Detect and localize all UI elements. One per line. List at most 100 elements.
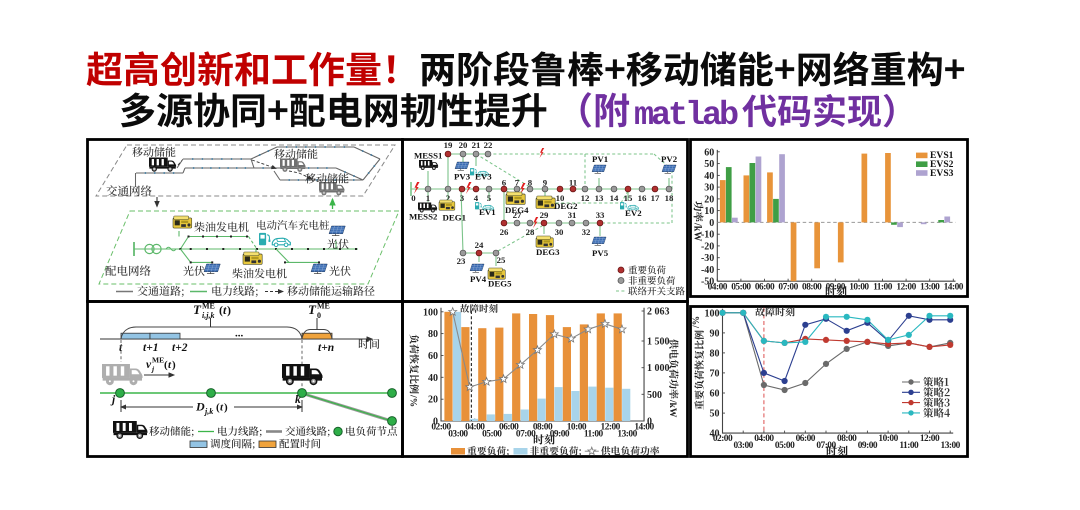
svg-text:-40: -40 [701, 265, 714, 276]
svg-text:T: T [308, 302, 317, 317]
svg-text:80: 80 [428, 329, 438, 340]
svg-text:12:00: 12:00 [920, 434, 940, 444]
svg-text:26: 26 [500, 227, 509, 237]
svg-text:12:00: 12:00 [601, 422, 621, 432]
svg-text:80: 80 [710, 348, 720, 359]
svg-text:27: 27 [513, 210, 522, 220]
svg-text:t+n: t+n [318, 342, 334, 354]
svg-text:D: D [195, 400, 205, 414]
svg-text:DEG1: DEG1 [443, 213, 466, 223]
svg-text:-20: -20 [701, 241, 714, 252]
svg-text:09:00: 09:00 [858, 441, 878, 451]
svg-text:20: 20 [704, 194, 714, 205]
svg-text:50: 50 [704, 159, 714, 170]
svg-text:/%: /% [692, 316, 702, 329]
svg-text:13:00: 13:00 [920, 283, 940, 293]
svg-text:07:00: 07:00 [516, 430, 536, 440]
svg-text:PV5: PV5 [592, 248, 609, 258]
svg-text:j: j [110, 394, 116, 406]
svg-text:2: 2 [446, 193, 451, 203]
svg-text:/%: /% [408, 394, 418, 407]
svg-text:04:00: 04:00 [465, 422, 485, 432]
svg-text:03:00: 03:00 [734, 441, 754, 451]
svg-text:(: ( [219, 303, 223, 317]
svg-text:t+1: t+1 [143, 342, 159, 354]
svg-text:0: 0 [433, 417, 438, 428]
svg-text:19: 19 [444, 140, 453, 150]
svg-text:1: 1 [426, 193, 430, 203]
svg-text:0: 0 [709, 218, 714, 229]
svg-text:06:00: 06:00 [796, 434, 816, 444]
svg-text:0: 0 [411, 193, 416, 203]
svg-text:PV1: PV1 [592, 154, 608, 164]
svg-text:13:00: 13:00 [941, 441, 961, 451]
svg-text:10:00: 10:00 [849, 283, 869, 293]
svg-text:11: 11 [569, 178, 577, 188]
svg-text:EVS2: EVS2 [930, 159, 954, 170]
svg-text:12: 12 [581, 193, 590, 203]
svg-text:20: 20 [428, 395, 438, 406]
svg-text:28: 28 [526, 227, 535, 237]
svg-text:7: 7 [515, 178, 520, 188]
svg-text:t+2: t+2 [172, 342, 188, 354]
svg-text:70: 70 [710, 368, 720, 379]
svg-text:18: 18 [665, 193, 674, 203]
svg-text:25: 25 [497, 255, 506, 265]
svg-text:07:00: 07:00 [778, 283, 798, 293]
svg-text:1 000: 1 000 [647, 363, 670, 374]
svg-text:8: 8 [528, 178, 533, 188]
svg-text:24: 24 [475, 240, 484, 250]
svg-text:17: 17 [651, 193, 660, 203]
svg-text:matlab: matlab [634, 97, 738, 135]
svg-text:30: 30 [555, 227, 564, 237]
svg-text:14:00: 14:00 [634, 422, 654, 432]
svg-text:MESS1: MESS1 [414, 151, 442, 161]
svg-text:5: 5 [487, 193, 492, 203]
svg-text:40: 40 [710, 429, 720, 440]
svg-text:(: ( [216, 402, 220, 414]
svg-text:500: 500 [647, 390, 662, 401]
svg-text:21: 21 [472, 140, 481, 150]
svg-text:40: 40 [704, 171, 714, 182]
svg-text:90: 90 [710, 328, 720, 339]
svg-text:j,k: j,k [203, 407, 213, 416]
svg-text:10: 10 [704, 206, 714, 217]
svg-text:40: 40 [428, 373, 438, 384]
svg-text:4: 4 [474, 193, 479, 203]
svg-text:50: 50 [710, 409, 720, 420]
svg-text:06:00: 06:00 [755, 283, 775, 293]
svg-text:14: 14 [610, 193, 619, 203]
svg-text:02:00: 02:00 [431, 422, 451, 432]
svg-text:29: 29 [540, 210, 549, 220]
svg-text:06:00: 06:00 [499, 422, 519, 432]
svg-text:3: 3 [460, 193, 465, 203]
svg-text:EV3: EV3 [475, 172, 492, 182]
svg-text:13: 13 [595, 193, 604, 203]
svg-text:100: 100 [705, 308, 720, 319]
svg-text:0: 0 [317, 311, 321, 320]
svg-text:20: 20 [459, 140, 468, 150]
svg-text:10: 10 [556, 193, 565, 203]
svg-text:EV2: EV2 [625, 208, 642, 218]
svg-text:16: 16 [638, 193, 647, 203]
svg-text:2 063: 2 063 [647, 307, 670, 318]
svg-text:08:00: 08:00 [533, 422, 553, 432]
svg-text:): ) [224, 402, 228, 414]
svg-text:): ) [172, 359, 176, 371]
svg-text:PV2: PV2 [661, 154, 678, 164]
svg-text:): ) [227, 303, 231, 317]
svg-text:-30: -30 [701, 253, 714, 264]
svg-text:05:00: 05:00 [731, 283, 751, 293]
svg-text:DEG3: DEG3 [536, 247, 560, 257]
svg-text:9: 9 [543, 178, 548, 188]
svg-text:31: 31 [568, 210, 577, 220]
svg-text:1 500: 1 500 [647, 337, 670, 348]
svg-text:04:00: 04:00 [754, 434, 774, 444]
svg-text:03:00: 03:00 [448, 430, 468, 440]
svg-text:11:00: 11:00 [873, 283, 893, 293]
svg-text:09:00: 09:00 [550, 430, 570, 440]
svg-text:i,j,k: i,j,k [202, 311, 214, 320]
svg-text:12:00: 12:00 [896, 283, 916, 293]
svg-text:10:00: 10:00 [567, 422, 587, 432]
svg-text:32: 32 [582, 227, 591, 237]
